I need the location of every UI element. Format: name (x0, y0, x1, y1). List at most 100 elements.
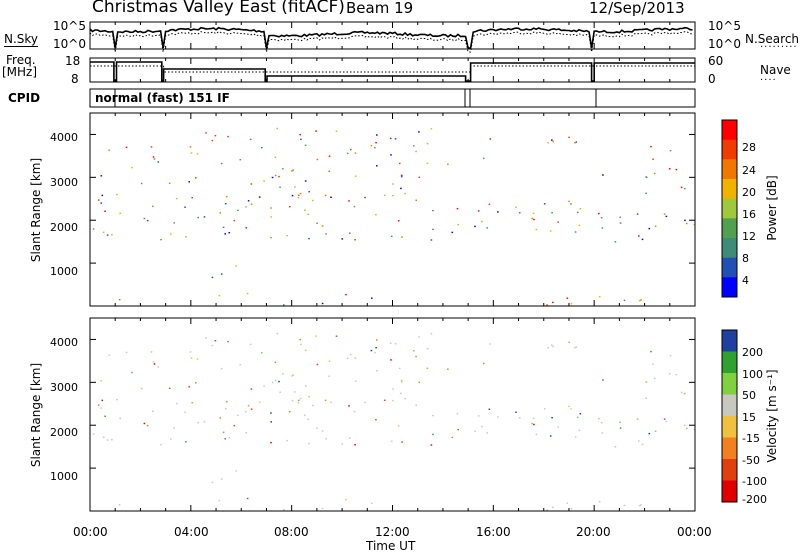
power-mark (220, 273, 223, 275)
power-mark (249, 138, 252, 141)
velocity-mark (92, 433, 95, 435)
velocity-mark (598, 417, 600, 420)
xtick-0400: 04:00 (174, 525, 209, 539)
power-mark (430, 128, 433, 130)
velocity-mark (220, 478, 223, 480)
power-mark (191, 197, 193, 199)
power-mark (247, 200, 250, 202)
velocity-mark (345, 498, 347, 501)
velocity-mark (641, 443, 644, 446)
xtick-2000: 20:00 (576, 525, 611, 539)
power-mark (250, 183, 253, 185)
velocity-mark (191, 402, 193, 404)
power-mark (654, 225, 657, 227)
power-mark (283, 304, 285, 306)
power-mark (143, 217, 146, 220)
velocity-mark (157, 366, 160, 368)
power-mark (619, 216, 621, 218)
power-mark (398, 162, 401, 165)
power-mark (375, 214, 377, 216)
velocity-mark (602, 379, 604, 381)
power-mark (116, 193, 118, 196)
velocity-mark (297, 399, 300, 402)
velocity-mark (432, 433, 434, 436)
power-mark (211, 276, 214, 279)
velocity-mark (233, 424, 236, 427)
power-mark (668, 168, 671, 170)
velocity-mark (535, 433, 538, 436)
power-mark (652, 158, 654, 160)
velocity-mark (601, 432, 604, 434)
power-mark (636, 213, 639, 215)
cpid-value: normal (fast) 151 IF (95, 91, 230, 105)
velocity-mark (196, 358, 199, 360)
power-mark (308, 191, 310, 193)
power-mark (282, 168, 284, 170)
power-mark (354, 152, 357, 154)
velocity-mark (400, 392, 402, 395)
velocity-mark (283, 509, 285, 511)
velocity-mark (173, 427, 175, 429)
power-colorbar-frame (721, 119, 738, 298)
velocity-mark (636, 418, 639, 420)
power-mark (497, 211, 499, 213)
velocity-mark (247, 405, 250, 407)
velocity-mark (430, 444, 433, 446)
power-mark (119, 212, 121, 215)
velocity-mark (237, 414, 239, 416)
velocity-mark (543, 408, 546, 410)
power-mark (638, 235, 640, 237)
velocity-mark (245, 432, 248, 434)
power-mark (432, 228, 434, 231)
power-mark (214, 135, 217, 137)
vel-cbar-tick-m100: -100 (742, 475, 767, 488)
velocity-mark (574, 436, 577, 438)
velocity-mark (348, 405, 350, 407)
velocity-ytick-2000: 2000 (50, 426, 78, 439)
power-cbar-tick-8: 8 (742, 252, 749, 265)
velocity-mark (220, 367, 223, 370)
velocity-mark (106, 439, 109, 441)
power-mark (239, 159, 242, 161)
power-mark (175, 197, 178, 200)
power-ytick-1000: 1000 (50, 265, 78, 278)
freq-unit-label: [MHz] (2, 65, 38, 79)
power-mark (153, 158, 156, 160)
velocity-mark (330, 401, 332, 403)
power-mark (648, 227, 651, 230)
power-mark (418, 131, 420, 133)
power-mark (173, 222, 175, 224)
velocity-mark (474, 430, 476, 433)
velocity-mark (160, 443, 162, 446)
power-mark (415, 199, 417, 201)
velocity-mark (693, 428, 696, 431)
power-mark (685, 222, 688, 225)
velocity-mark (394, 343, 397, 345)
velocity-mark (108, 354, 111, 356)
power-mark (684, 219, 686, 222)
power-mark (146, 219, 149, 222)
power-mark (104, 210, 106, 212)
power-mark (680, 186, 683, 189)
vel-cbar-tick-m50: -50 (742, 454, 760, 467)
power-mark (547, 142, 549, 144)
power-mark (400, 174, 403, 176)
velocity-mark (576, 416, 579, 419)
power-colorbar (722, 120, 737, 298)
power-mark (663, 213, 666, 215)
velocity-mark (152, 361, 155, 363)
power-scatter (92, 127, 696, 306)
velocity-colorbar-frame (721, 329, 738, 503)
power-mark (218, 294, 221, 297)
power-mark (102, 231, 105, 233)
velocity-mark (228, 437, 231, 439)
power-mark (235, 265, 237, 267)
velocity-mark (354, 357, 357, 359)
power-mark (551, 212, 553, 214)
velocity-mark (547, 347, 549, 349)
velocity-mark (100, 407, 102, 409)
velocity-mark (219, 417, 222, 419)
power-mark (376, 134, 378, 136)
power-ytick-2000: 2000 (50, 221, 78, 234)
velocity-mark (190, 357, 193, 359)
